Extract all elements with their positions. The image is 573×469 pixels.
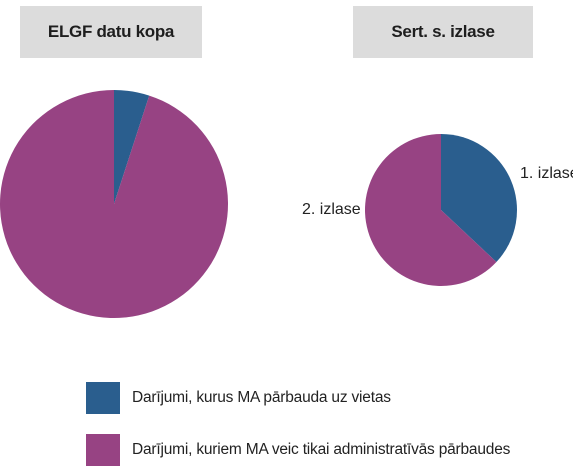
legend-swatch-admin-only — [86, 434, 120, 466]
legend-item-admin-only: Darījumi, kuriem MA veic tikai administr… — [86, 434, 510, 466]
legend-label-on-site: Darījumi, kurus MA pārbauda uz vietas — [132, 389, 391, 406]
legend-item-on-site: Darījumi, kurus MA pārbauda uz vietas — [86, 382, 391, 414]
pie-sert — [364, 134, 517, 286]
legend-swatch-on-site — [86, 382, 120, 414]
legend-label-admin-only: Darījumi, kuriem MA veic tikai administr… — [132, 441, 511, 458]
pie-sert-slice-1 — [364, 134, 497, 286]
pie-sert-slice-0 — [441, 134, 517, 263]
chart-title-sert: Sert. s. izlase — [353, 6, 533, 58]
chart-title-elgf: ELGF datu kopa — [20, 6, 202, 58]
slice-label-2-izlase: 2. izlase — [302, 201, 361, 218]
pie-elgf-slice-1 — [0, 90, 228, 318]
pie-elgf — [0, 90, 228, 318]
pie-elgf-slice-0 — [114, 90, 150, 204]
slice-label-1-izlase: 1. izlase — [520, 165, 573, 182]
